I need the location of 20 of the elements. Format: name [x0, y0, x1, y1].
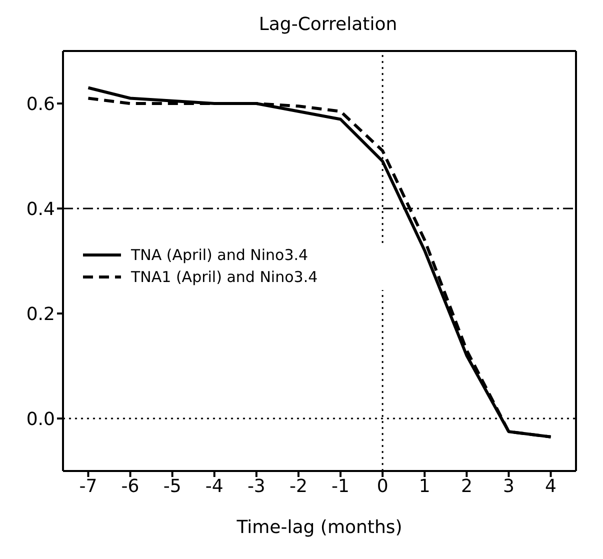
x-tick-label: -7 — [79, 476, 98, 497]
x-tick-label: 0 — [376, 476, 388, 497]
x-tick-label: -4 — [205, 476, 224, 497]
legend-label: TNA1 (April) and Nino3.4 — [131, 268, 318, 286]
x-axis-title: Time-lag (months) — [236, 517, 402, 538]
x-tick-label: 2 — [460, 476, 472, 497]
legend-label: TNA (April) and Nino3.4 — [131, 246, 308, 264]
x-tick-label: 1 — [418, 476, 430, 497]
y-tick-label: 0.0 — [26, 408, 55, 430]
x-tick-label: -3 — [247, 476, 266, 497]
y-tick-label: 0.4 — [26, 198, 55, 220]
x-tick-label: -2 — [290, 476, 308, 497]
chart-title: Lag-Correlation — [258, 14, 398, 35]
x-tick-label: 4 — [545, 476, 556, 497]
y-tick-label: 0.2 — [26, 304, 55, 325]
x-tick-label: -5 — [163, 476, 182, 497]
y-tick-label: 0.6 — [26, 94, 55, 115]
x-tick-label: -6 — [121, 476, 140, 497]
x-tick-label: 3 — [502, 476, 514, 497]
x-tick-label: -1 — [332, 476, 350, 497]
